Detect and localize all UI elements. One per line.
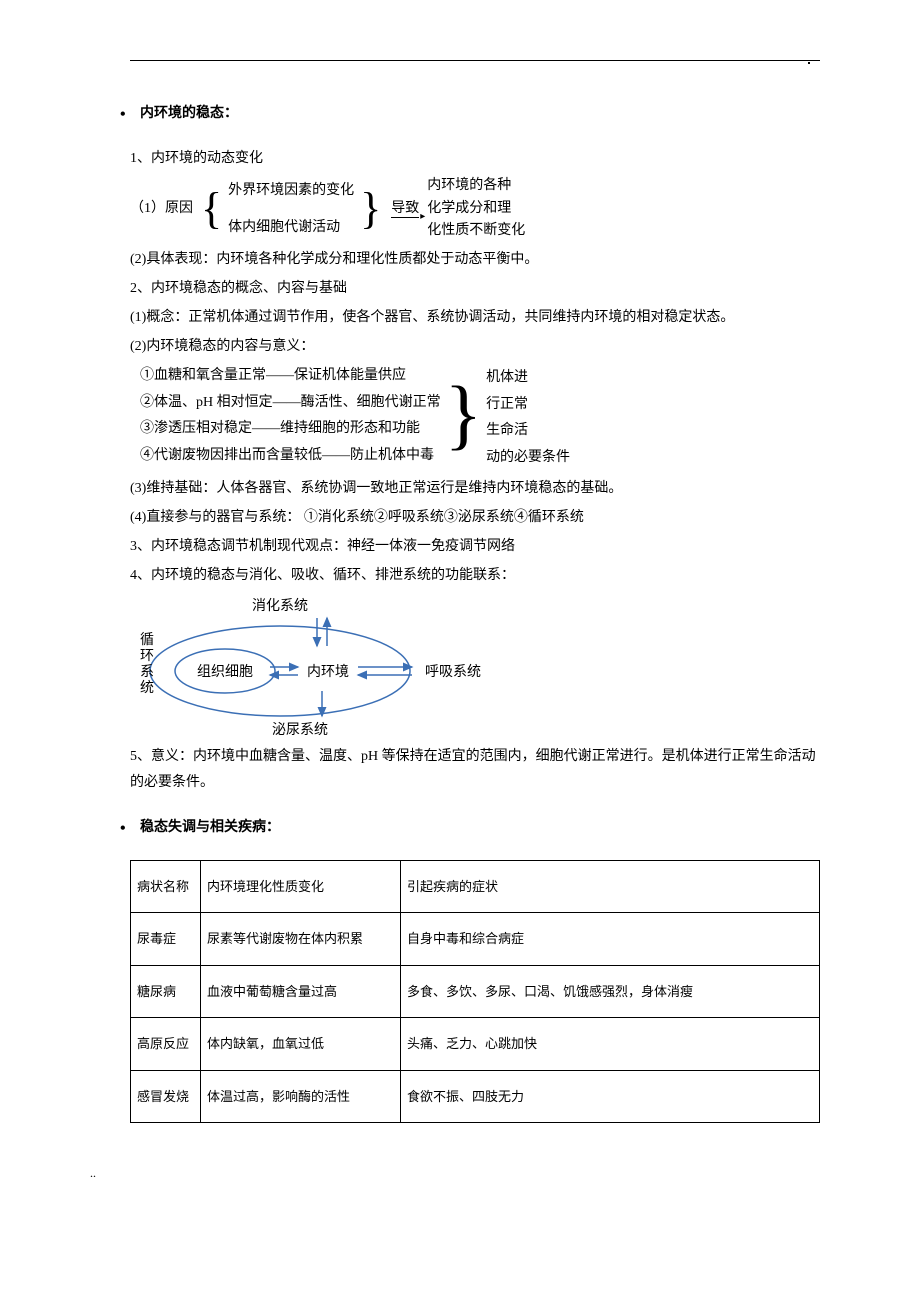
cause2: 体内细胞代谢活动 [228, 215, 354, 240]
table-cell: 尿毒症 [131, 913, 201, 965]
table-cell: 糖尿病 [131, 965, 201, 1017]
diagram2-items: ①血糖和氧含量正常――保证机体能量供应 ②体温、pH 相对恒定――酶活性、细胞代… [140, 363, 441, 469]
table-cell: 体内缺氧，血氧过低 [201, 1018, 401, 1070]
diagram2-right: 机体进 行正常 生命活 动的必要条件 [486, 363, 570, 471]
table-cell: 高原反应 [131, 1018, 201, 1070]
arrow-text: 导致 [391, 201, 419, 218]
flow-leftv2: 环 [140, 649, 154, 664]
flow-c: 内环境 [307, 664, 349, 680]
arrowhead-icon: ▸ [420, 208, 425, 226]
th-1: 病状名称 [131, 860, 201, 912]
result2: 化学成分和理 [427, 198, 525, 220]
table-cell: 血液中葡萄糖含量过高 [201, 965, 401, 1017]
diagram1-label: （1）原因 [130, 196, 193, 221]
para-10: 5、意义：内环境中血糖含量、温度、pH 等保持在适宜的范围内，细胞代谢正常进行。… [130, 744, 820, 794]
flow-top: 消化系统 [252, 598, 308, 614]
d2-item3: ③渗透压相对稳定――维持细胞的形态和功能 [140, 416, 441, 443]
table-cell: 头痛、乏力、心跳加快 [401, 1018, 820, 1070]
th-3: 引起疾病的症状 [401, 860, 820, 912]
para-7: (4)直接参与的器官与系统： ①消化系统②呼吸系统③泌尿系统④循环系统 [130, 505, 820, 530]
table-cell: 自身中毒和综合病症 [401, 913, 820, 965]
diagram1-results-col: 内环境的各种 化学成分和理 化性质不断变化 [427, 175, 525, 242]
header-dot [808, 62, 810, 64]
table-cell: 体温过高，影响酶的活性 [201, 1070, 401, 1122]
table-row: 糖尿病血液中葡萄糖含量过高多食、多饮、多尿、口渴、饥饿感强烈，身体消瘦 [131, 965, 820, 1017]
diagram1-arrow: 导致 ▸ [383, 196, 427, 221]
table-row: 高原反应体内缺氧，血氧过低头痛、乏力、心跳加快 [131, 1018, 820, 1070]
diagram1-causes-col: 外界环境因素的变化 体内细胞代谢活动 [224, 178, 358, 240]
d2-item4: ④代谢废物因排出而含量较低――防止机体中毒 [140, 443, 441, 470]
table-cell: 感冒发烧 [131, 1070, 201, 1122]
para-3: 2、内环境稳态的概念、内容与基础 [130, 276, 820, 301]
table-header-row: 病状名称 内环境理化性质变化 引起疾病的症状 [131, 860, 820, 912]
cause1: 外界环境因素的变化 [228, 178, 354, 203]
table-row: 尿毒症尿素等代谢废物在体内积累自身中毒和综合病症 [131, 913, 820, 965]
table-row: 感冒发烧体温过高，影响酶的活性食欲不振、四肢无力 [131, 1070, 820, 1122]
d2-item1: ①血糖和氧含量正常――保证机体能量供应 [140, 363, 441, 390]
para-9: 4、内环境的稳态与消化、吸收、循环、排泄系统的功能联系： [130, 563, 820, 588]
para-8: 3、内环境稳态调节机制现代观点：神经一体液一免疫调节网络 [130, 534, 820, 559]
d2-right4: 动的必要条件 [486, 445, 570, 472]
para-2: (2)具体表现：内环境各种化学成分和理化性质都处于动态平衡中。 [130, 247, 820, 272]
brace-right2-icon: } [445, 363, 482, 464]
flow-r: 呼吸系统 [425, 664, 481, 680]
brace-left-icon: { [201, 189, 222, 229]
flow-leftv3: 系 [140, 664, 154, 680]
diagram-contents: ①血糖和氧含量正常――保证机体能量供应 ②体温、pH 相对恒定――酶活性、细胞代… [140, 363, 820, 471]
d2-right3: 生命活 [486, 418, 570, 445]
th-2: 内环境理化性质变化 [201, 860, 401, 912]
table-cell: 尿素等代谢废物在体内积累 [201, 913, 401, 965]
table-cell: 食欲不振、四肢无力 [401, 1070, 820, 1122]
brace-right-icon: } [360, 189, 381, 229]
section1-title: 内环境的稳态： [100, 101, 820, 126]
section2-title: 稳态失调与相关疾病： [100, 815, 820, 840]
result1: 内环境的各种 [427, 175, 525, 197]
flow-b: 泌尿系统 [272, 722, 328, 736]
disease-table: 病状名称 内环境理化性质变化 引起疾病的症状 尿毒症尿素等代谢废物在体内积累自身… [130, 860, 820, 1123]
flow-leftv1: 循 [140, 632, 154, 648]
d2-right2: 行正常 [486, 392, 570, 419]
header-divider [130, 60, 820, 61]
para-4: (1)概念：正常机体通过调节作用，使各个器官、系统协调活动，共同维持内环境的相对… [130, 305, 820, 330]
table-cell: 多食、多饮、多尿、口渴、饥饿感强烈，身体消瘦 [401, 965, 820, 1017]
d2-right1: 机体进 [486, 365, 570, 392]
flow-cl: 组织细胞 [197, 664, 253, 680]
footer-dots: .. [90, 1163, 820, 1185]
flow-diagram: 消化系统 循 环 系 统 组织细胞 内环境 呼吸系统 泌尿系统 [130, 596, 490, 736]
para-5: (2)内环境稳态的内容与意义： [130, 334, 820, 359]
result3: 化性质不断变化 [427, 220, 525, 242]
d2-item2: ②体温、pH 相对恒定――酶活性、细胞代谢正常 [140, 390, 441, 417]
section1-content: 1、内环境的动态变化 （1）原因 { 外界环境因素的变化 体内细胞代谢活动 } … [100, 146, 820, 795]
flow-leftv4: 统 [140, 680, 154, 696]
para-1: 1、内环境的动态变化 [130, 146, 820, 171]
para-6: (3)维持基础：人体各器官、系统协调一致地正常运行是维持内环境稳态的基础。 [130, 476, 820, 501]
diagram-causes: （1）原因 { 外界环境因素的变化 体内细胞代谢活动 } 导致 ▸ 内环境的各种… [130, 175, 820, 242]
